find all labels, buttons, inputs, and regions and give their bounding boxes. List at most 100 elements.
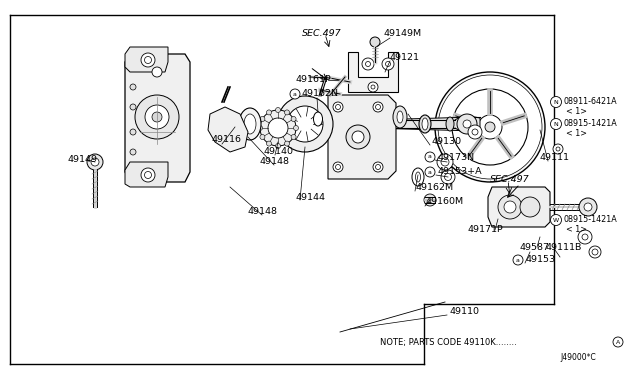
Polygon shape: [208, 107, 248, 152]
Ellipse shape: [412, 168, 424, 186]
Circle shape: [373, 162, 383, 172]
Text: 08911-6421A: 08911-6421A: [564, 97, 618, 106]
Circle shape: [266, 110, 271, 115]
Text: 49110: 49110: [450, 308, 480, 317]
Text: W: W: [553, 218, 559, 222]
Polygon shape: [125, 47, 168, 72]
Polygon shape: [488, 187, 550, 227]
Text: J49000*C: J49000*C: [560, 353, 596, 362]
Circle shape: [592, 249, 598, 255]
Circle shape: [260, 116, 265, 122]
Circle shape: [520, 197, 540, 217]
Text: 49162M: 49162M: [415, 183, 453, 192]
Text: a: a: [293, 92, 297, 96]
Polygon shape: [328, 95, 396, 179]
Circle shape: [441, 158, 449, 166]
Circle shape: [382, 58, 394, 70]
Circle shape: [130, 84, 136, 90]
Text: 08915-1421A: 08915-1421A: [564, 215, 618, 224]
Circle shape: [445, 173, 451, 180]
Ellipse shape: [397, 111, 403, 123]
Text: 49140: 49140: [264, 148, 294, 157]
Circle shape: [550, 96, 561, 108]
Circle shape: [365, 61, 371, 67]
Circle shape: [485, 122, 495, 132]
Text: 49148: 49148: [248, 208, 278, 217]
Circle shape: [135, 95, 179, 139]
Text: < 1>: < 1>: [566, 108, 587, 116]
Circle shape: [152, 112, 162, 122]
Circle shape: [553, 144, 563, 154]
Circle shape: [260, 110, 296, 146]
Circle shape: [478, 115, 502, 139]
Circle shape: [346, 125, 370, 149]
Circle shape: [333, 102, 343, 112]
Circle shape: [294, 125, 298, 131]
Circle shape: [287, 106, 323, 142]
Circle shape: [352, 131, 364, 143]
Circle shape: [550, 119, 561, 129]
Ellipse shape: [393, 106, 407, 128]
Text: < 1>: < 1>: [566, 129, 587, 138]
Circle shape: [145, 171, 152, 179]
Text: 49149: 49149: [68, 155, 98, 164]
Text: 49111B: 49111B: [545, 243, 581, 251]
Circle shape: [87, 154, 103, 170]
Text: 49149M: 49149M: [383, 29, 421, 38]
Text: 49144: 49144: [295, 192, 325, 202]
Ellipse shape: [422, 118, 428, 130]
Ellipse shape: [239, 108, 261, 140]
Circle shape: [145, 105, 169, 129]
Circle shape: [335, 105, 340, 109]
Circle shape: [335, 164, 340, 170]
Circle shape: [463, 120, 471, 128]
Circle shape: [152, 67, 162, 77]
Polygon shape: [348, 52, 398, 92]
Circle shape: [550, 215, 561, 225]
Circle shape: [441, 170, 455, 184]
Circle shape: [435, 72, 545, 182]
Circle shape: [498, 195, 522, 219]
Circle shape: [130, 149, 136, 155]
Circle shape: [613, 337, 623, 347]
Ellipse shape: [233, 116, 243, 132]
Circle shape: [589, 246, 601, 258]
Circle shape: [457, 114, 477, 134]
Text: 49173N: 49173N: [437, 153, 474, 161]
Text: SEC.497: SEC.497: [490, 174, 530, 183]
Circle shape: [268, 118, 288, 138]
Text: N: N: [554, 122, 558, 126]
Ellipse shape: [415, 172, 420, 182]
Circle shape: [362, 58, 374, 70]
Circle shape: [452, 89, 528, 165]
Circle shape: [438, 75, 542, 179]
Polygon shape: [125, 162, 168, 187]
Circle shape: [472, 129, 478, 135]
Circle shape: [257, 125, 262, 131]
Text: 49162N: 49162N: [302, 90, 339, 99]
Text: 49160M: 49160M: [425, 198, 463, 206]
Circle shape: [141, 168, 155, 182]
Circle shape: [424, 194, 436, 206]
Text: 49153: 49153: [525, 256, 555, 264]
Circle shape: [291, 116, 296, 122]
Text: 08915-1421A: 08915-1421A: [564, 119, 618, 128]
Ellipse shape: [419, 115, 431, 133]
Text: 49171P: 49171P: [468, 225, 504, 234]
Circle shape: [385, 61, 390, 67]
Text: < 1>: < 1>: [566, 225, 587, 234]
Circle shape: [441, 78, 539, 176]
Text: N: N: [554, 99, 558, 105]
Circle shape: [370, 37, 380, 47]
Text: 49111: 49111: [540, 153, 570, 161]
Circle shape: [513, 255, 523, 265]
Circle shape: [145, 57, 152, 64]
Polygon shape: [370, 117, 480, 131]
Circle shape: [260, 135, 265, 140]
Text: 49153+A: 49153+A: [437, 167, 482, 176]
Circle shape: [579, 198, 597, 216]
Circle shape: [275, 144, 280, 148]
Ellipse shape: [236, 120, 240, 128]
Circle shape: [130, 129, 136, 135]
Text: A: A: [616, 340, 620, 344]
